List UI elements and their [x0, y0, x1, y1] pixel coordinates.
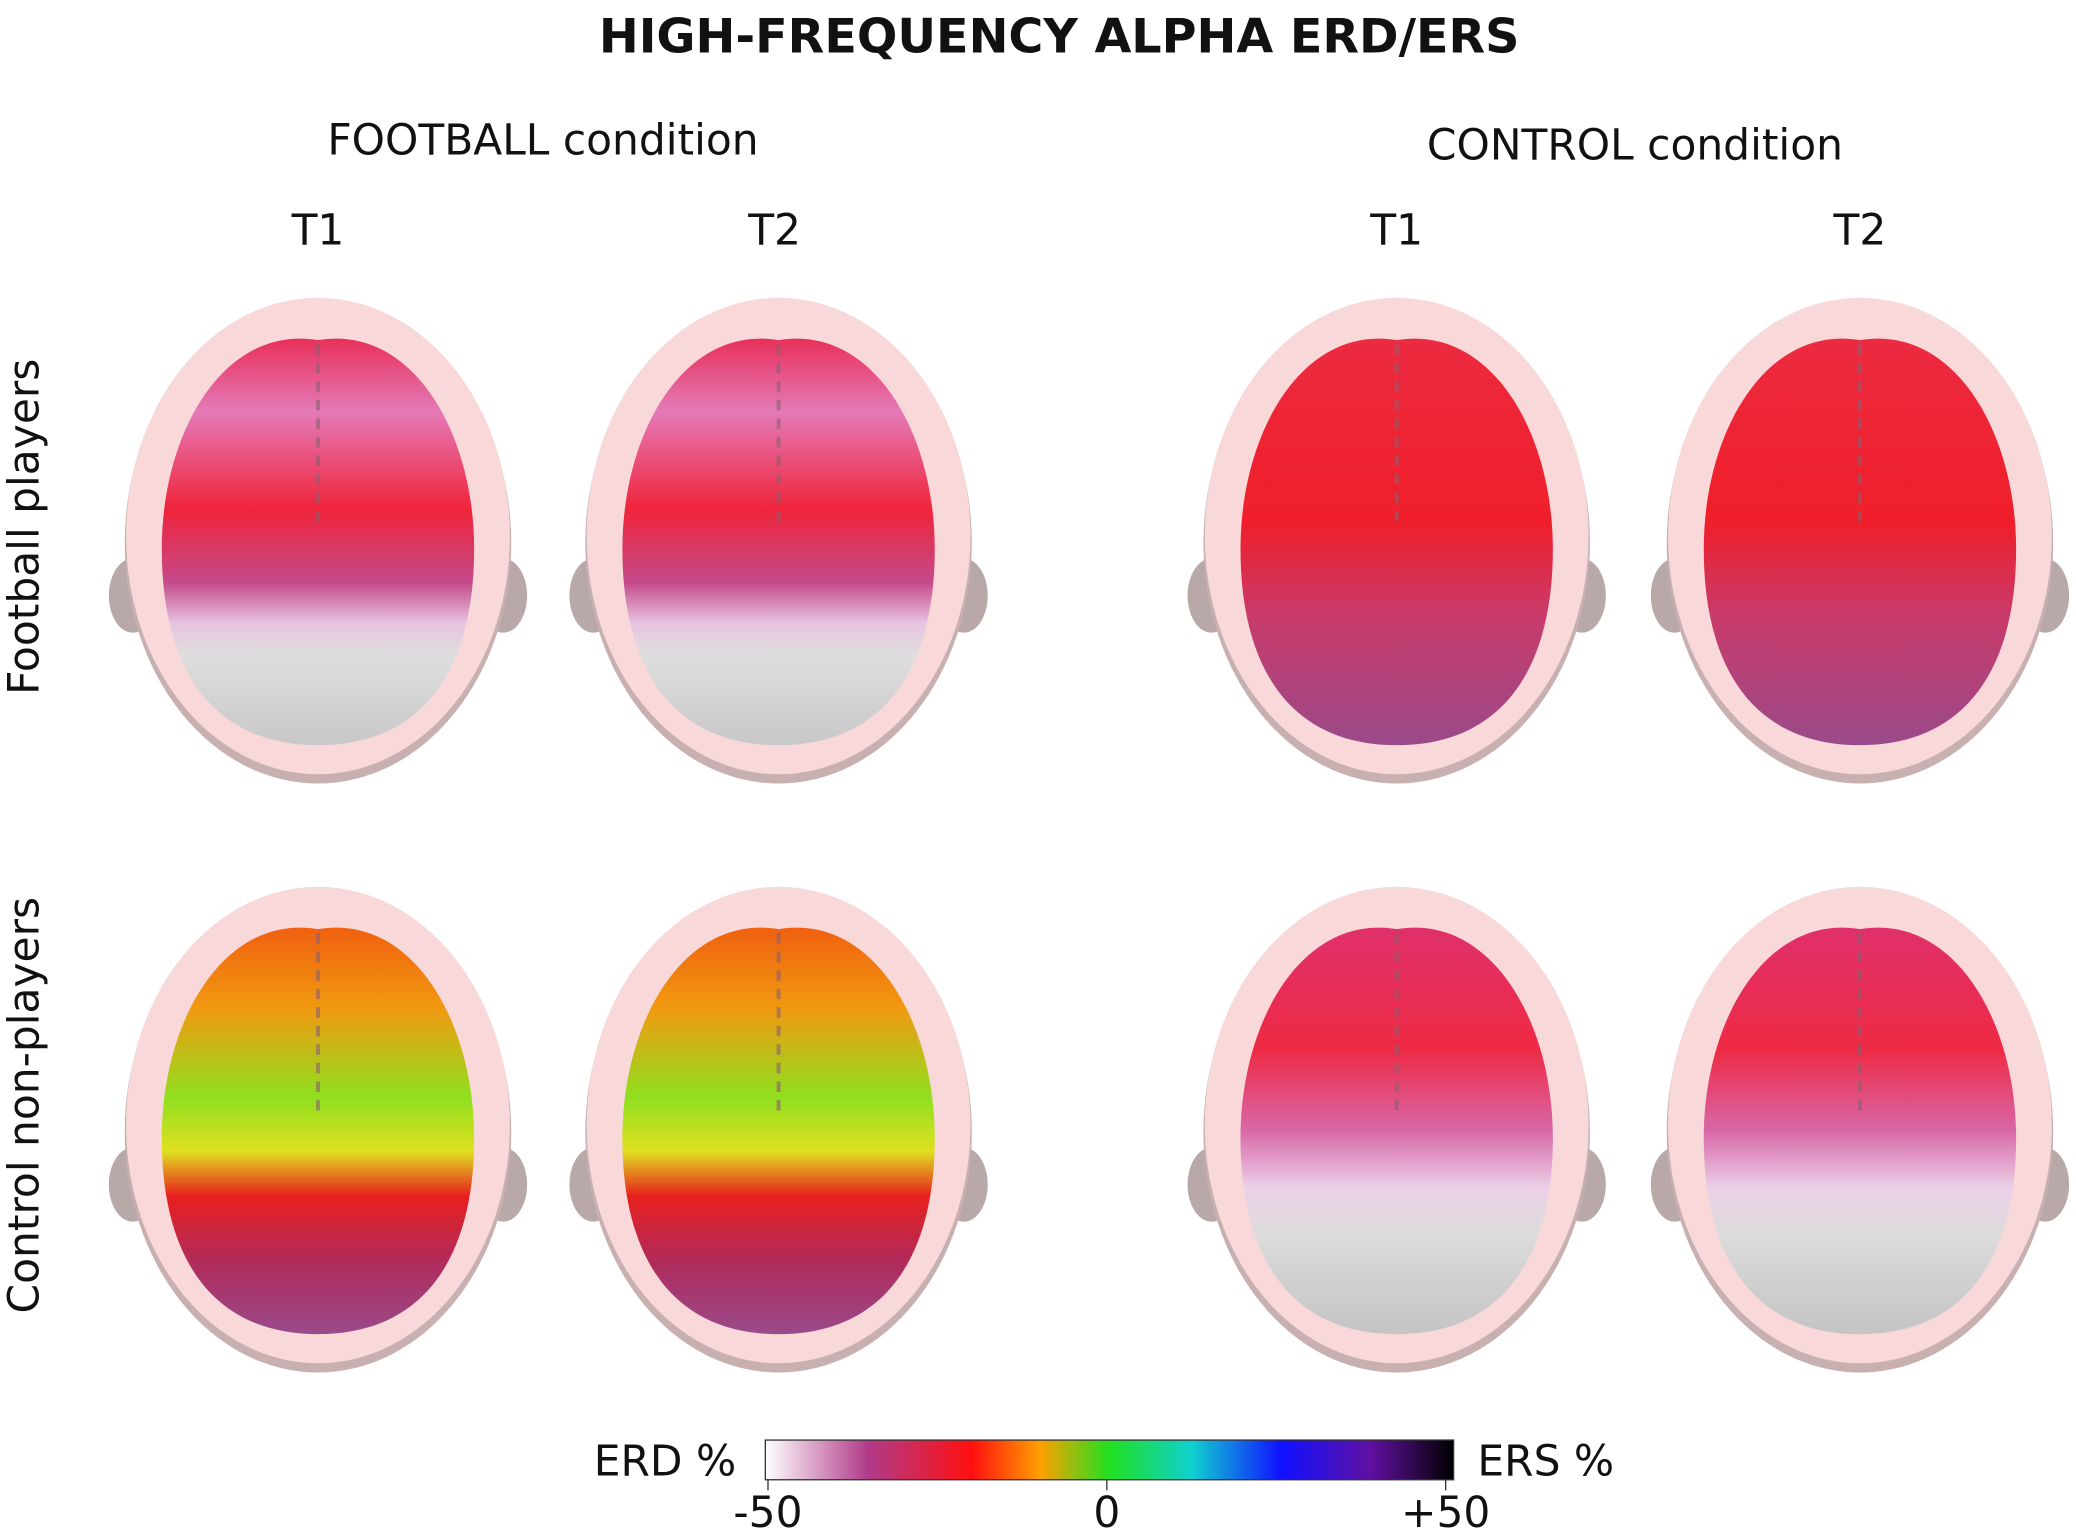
- time-label: T2: [747, 205, 801, 254]
- brain: [1240, 927, 1553, 1335]
- brain-map: [1650, 886, 2070, 1373]
- time-label: T2: [1833, 205, 1887, 254]
- brain: [161, 338, 475, 746]
- brain-map: [1187, 886, 1606, 1373]
- brain: [622, 338, 935, 746]
- colorbar: [764, 1439, 1455, 1481]
- brain: [161, 927, 475, 1335]
- panels: [108, 297, 2070, 1373]
- column-label: CONTROL condition: [1427, 121, 1843, 170]
- brain: [622, 927, 935, 1335]
- brain-map: [569, 297, 988, 784]
- brain-map: [1187, 297, 1606, 784]
- row-label: Control non-players: [0, 897, 48, 1314]
- brain: [1703, 338, 2017, 746]
- colorbar-tick-label: -50: [733, 1488, 802, 1537]
- row-label: Football players: [0, 359, 48, 695]
- brain-map: [1650, 297, 2070, 784]
- colorbar-left-label: ERD %: [594, 1436, 736, 1485]
- colorbar-right-label: ERS %: [1477, 1436, 1614, 1485]
- figure-title: HIGH-FREQUENCY ALPHA ERD/ERS: [599, 10, 1520, 65]
- brain: [1240, 338, 1553, 746]
- colorbar-tick-label: 0: [1093, 1488, 1120, 1537]
- time-label: T1: [291, 205, 345, 254]
- brain: [1703, 927, 2017, 1335]
- column-label: FOOTBALL condition: [327, 115, 758, 164]
- colorbar-tick-label: +50: [1401, 1488, 1490, 1537]
- brain-map: [108, 297, 528, 784]
- brain-map: [569, 886, 988, 1373]
- time-label: T1: [1369, 205, 1423, 254]
- brain-map: [108, 886, 528, 1373]
